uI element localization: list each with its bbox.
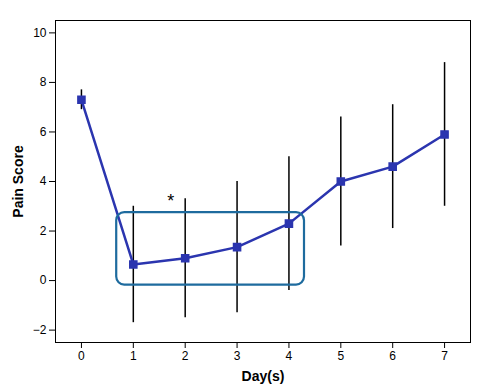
svg-text:4: 4	[286, 349, 293, 363]
svg-text:6: 6	[389, 349, 396, 363]
svg-text:6: 6	[40, 125, 47, 139]
svg-text:8: 8	[40, 75, 47, 89]
svg-text:4: 4	[40, 174, 47, 188]
svg-text:Day(s): Day(s)	[242, 368, 285, 384]
svg-text:Pain Score: Pain Score	[10, 145, 26, 218]
svg-text:7: 7	[441, 349, 448, 363]
svg-text:10: 10	[33, 26, 47, 40]
svg-text:−2: −2	[33, 323, 47, 337]
svg-text:2: 2	[40, 224, 47, 238]
svg-text:1: 1	[130, 349, 137, 363]
svg-text:3: 3	[234, 349, 241, 363]
svg-text:2: 2	[182, 349, 189, 363]
svg-text:0: 0	[78, 349, 85, 363]
svg-text:5: 5	[337, 349, 344, 363]
svg-text:*: *	[167, 191, 174, 211]
svg-text:0: 0	[40, 273, 47, 287]
